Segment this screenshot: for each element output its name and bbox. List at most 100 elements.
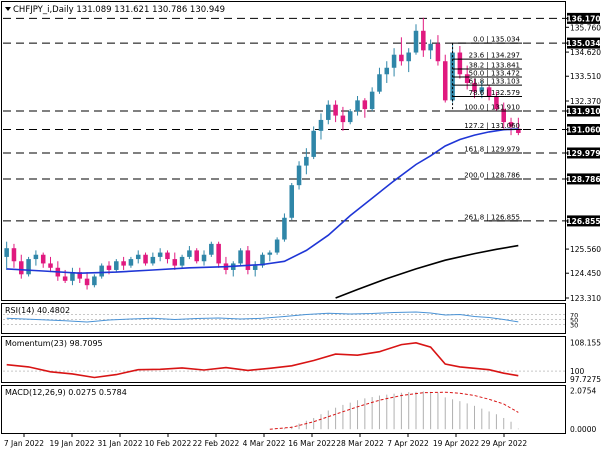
y-tick-label: 125.560 — [570, 245, 601, 254]
x-tick-label: 7 Jan 2022 — [4, 439, 44, 448]
price-level-box — [567, 123, 600, 135]
candle-body — [494, 96, 499, 110]
candle-body — [362, 100, 368, 110]
price-level-box — [567, 215, 600, 227]
dropdown-arrow-icon[interactable] — [5, 7, 11, 11]
candle-body — [209, 243, 214, 255]
candle-body — [326, 104, 331, 120]
candle-body — [318, 119, 324, 131]
y-tick-label: 129.979 — [566, 149, 600, 158]
candle-body — [516, 128, 521, 133]
candle-body — [84, 278, 90, 286]
candle-body — [19, 261, 24, 275]
candle-body — [442, 61, 448, 101]
x-tick-label: 19 Jan 2022 — [50, 439, 95, 448]
x-tick-label: 4 Mar 2022 — [243, 439, 286, 448]
candle-body — [216, 243, 221, 264]
candle-body — [172, 259, 178, 266]
candle-body — [11, 248, 17, 262]
candle-body — [377, 74, 382, 92]
candle-body — [428, 43, 433, 51]
candle-body — [179, 256, 185, 266]
fib-level-label: 50.0 | 133.472 — [469, 70, 520, 78]
x-tick-label: 16 Mar 2022 — [288, 439, 336, 448]
momentum-label: Momentum(23) 98.7095 — [5, 339, 103, 348]
candle-body — [252, 265, 258, 270]
y-tick-label: 136.170 — [566, 14, 600, 23]
fib-level-label: 200.0 | 128.786 — [464, 171, 520, 179]
rsi-level-label: 30 — [570, 322, 578, 330]
candle-body — [150, 256, 156, 264]
candle-body — [472, 82, 477, 92]
candle-body — [296, 165, 302, 186]
y-tick-label: 126.855 — [566, 217, 600, 226]
candle-body — [201, 254, 207, 262]
candle-body — [486, 87, 492, 97]
fib-level-label: 38.2 | 133.841 — [469, 62, 520, 70]
fib-level-label: 0.0 | 135.034 — [473, 36, 520, 44]
fib-level-label: 127.2 | 131.060 — [464, 122, 520, 130]
candle-body — [311, 130, 316, 157]
y-tick-label: 131.910 — [566, 107, 600, 116]
candle-body — [413, 30, 419, 53]
candle-body — [282, 217, 287, 240]
candle-body — [121, 261, 126, 266]
macd-panel — [1, 385, 566, 434]
y-tick-label: 133.510 — [570, 72, 601, 81]
macd-tick-label: 2.0754 — [570, 386, 596, 395]
candle-body — [340, 115, 346, 123]
candle-body — [501, 109, 506, 123]
candle-body — [289, 185, 295, 218]
fib-level-label: 161.8 | 129.979 — [464, 146, 520, 154]
y-tick-label: 132.370 — [570, 97, 601, 106]
candle-body — [457, 52, 463, 75]
candle-body — [4, 248, 9, 257]
candle-body — [347, 111, 353, 123]
candle-body — [62, 276, 68, 281]
candle-body — [267, 252, 273, 255]
ma200-line — [335, 244, 519, 299]
price-level-box — [567, 37, 600, 49]
ma50-line — [6, 128, 519, 275]
x-tick-label: 7 Apr 2022 — [387, 439, 429, 448]
candle-body — [165, 252, 170, 260]
candle-body — [157, 252, 163, 257]
candle-body — [33, 254, 39, 260]
candle-body — [304, 156, 309, 166]
candle-body — [135, 254, 141, 260]
candle-body — [70, 272, 75, 281]
candle-body — [333, 104, 338, 116]
y-tick-label: 128.786 — [566, 175, 600, 184]
x-tick-label: 22 Feb 2022 — [193, 439, 240, 448]
candle-body — [399, 54, 404, 62]
fib-level-label: 61.8 | 133.103 — [469, 78, 520, 86]
candle-body — [369, 91, 375, 110]
candle-body — [260, 254, 265, 266]
candle-body — [99, 265, 104, 277]
fib-level-label: 23.6 | 134.297 — [469, 52, 520, 60]
candle-body — [245, 250, 251, 270]
rsi-line — [6, 311, 519, 323]
momentum-tick-label: 100 — [570, 367, 585, 376]
momentum-tick-label: 108.1553 — [570, 338, 601, 347]
candle-body — [40, 254, 46, 264]
rsi-level-label: 70 — [570, 312, 578, 320]
chart-symbol-title: CHFJPY_i,Daily 131.089 131.621 130.786 1… — [13, 5, 225, 15]
candle-body — [479, 87, 485, 92]
y-tick-label: 131.060 — [566, 125, 600, 134]
candle-body — [114, 261, 119, 270]
price-level-box — [567, 105, 600, 117]
candle-body — [464, 74, 470, 83]
candle-body — [508, 122, 514, 127]
macd-label: MACD(12,26,9) 0.0275 0.5784 — [5, 388, 127, 397]
fib-level-label: 100.0 | 131.910 — [464, 104, 520, 112]
momentum-panel — [1, 336, 566, 383]
candle-body — [238, 250, 243, 264]
candle-body — [92, 276, 97, 286]
candle-body — [421, 30, 426, 51]
main-price-panel — [1, 1, 566, 301]
candle-body — [187, 250, 192, 257]
price-level-box — [567, 147, 600, 159]
candle-body — [435, 43, 441, 62]
